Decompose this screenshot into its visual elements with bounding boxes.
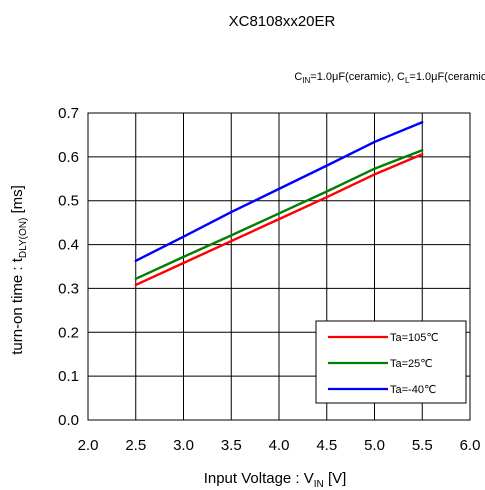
y-tick-label: 0.4: [58, 237, 79, 254]
legend-label: Ta=25℃: [390, 358, 433, 370]
y-tick-label: 0.6: [58, 149, 79, 166]
y-axis-label-unit: [ms]: [9, 185, 26, 218]
x-tick-label: 3.0: [173, 437, 194, 454]
y-tick-label: 0.1: [58, 368, 79, 385]
y-tick-label: 0.0: [58, 412, 79, 429]
x-tick-label: 4.5: [316, 437, 337, 454]
tick-layer: 2.0 2.5 3.0 3.5 4.0 4.5 5.0 5.5 6.0 0.0 0.1 0.2 0.3 0…: [58, 105, 480, 454]
series-line: [134, 121, 424, 262]
y-axis-label-main: turn-on time : t: [9, 257, 26, 355]
x-tick-label: 4.0: [269, 437, 290, 454]
y-axis-label: turn-on time : tDLY(ON) [ms]: [9, 185, 29, 355]
legend-label: Ta=105℃: [390, 332, 439, 344]
legend-layer: Ta=105℃ Ta=25℃ Ta=-40℃: [328, 332, 439, 396]
x-tick-label: 2.0: [78, 437, 99, 454]
x-axis-label-main: Input Voltage : V: [204, 470, 314, 487]
series-layer: [134, 121, 424, 287]
legend-label: Ta=-40℃: [390, 384, 436, 396]
cin-subscript: IN: [302, 76, 310, 85]
x-tick-label: 6.0: [460, 437, 481, 454]
y-tick-label: 0.3: [58, 280, 79, 297]
chart-subtitle: CIN=1.0μF(ceramic), CL=1.0μF(ceramic): [294, 71, 485, 85]
series-line: [134, 153, 424, 287]
x-axis-label-unit: [V]: [324, 470, 347, 487]
x-tick-label: 3.5: [221, 437, 242, 454]
cl-subscript: L: [405, 76, 410, 85]
cl-value: =1.0μF(ceramic): [409, 71, 485, 83]
series-line: [134, 149, 424, 280]
chart-title: XC8108xx20ER: [229, 13, 336, 30]
y-tick-label: 0.2: [58, 324, 79, 341]
y-axis-label-subscript: DLY(ON): [18, 218, 29, 258]
x-tick-label: 2.5: [125, 437, 146, 454]
x-tick-label: 5.5: [412, 437, 433, 454]
y-tick-label: 0.7: [58, 105, 79, 122]
x-tick-label: 5.0: [364, 437, 385, 454]
x-axis-label: Input Voltage : VIN [V]: [204, 470, 347, 490]
x-axis-label-subscript: IN: [314, 479, 324, 490]
y-tick-label: 0.5: [58, 193, 79, 210]
cin-value: =1.0μF(ceramic),: [310, 71, 397, 83]
cin-symbol: C: [294, 71, 302, 83]
cl-symbol: C: [397, 71, 405, 83]
